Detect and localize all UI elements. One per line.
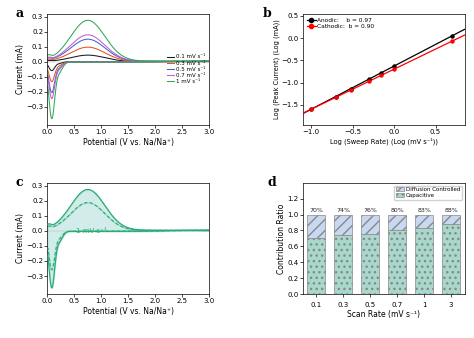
Point [377, 70, 385, 75]
0.3 mV s⁻¹ [49, 80, 55, 84]
Text: a: a [15, 7, 23, 20]
X-axis label: Potential (V vs. Na/Na⁺): Potential (V vs. Na/Na⁺) [83, 307, 174, 316]
1 mV s⁻¹ [119, 60, 125, 64]
Bar [361, 215, 379, 234]
0.5 mV s⁻¹ [74, 60, 80, 64]
0.3 mV s⁻¹ [49, 79, 55, 83]
0.5 mV s⁻¹ [119, 60, 125, 64]
Point [377, 73, 385, 78]
0.1 mV s⁻¹ [206, 59, 212, 64]
0.7 mV s⁻¹ [74, 60, 80, 64]
Point [448, 33, 456, 39]
Point [390, 63, 398, 69]
0.5 mV s⁻¹ [45, 73, 51, 77]
Bar [415, 215, 433, 228]
0.1 mV s⁻¹ [74, 60, 80, 64]
Line: 0.5 mV s⁻¹: 0.5 mV s⁻¹ [48, 61, 209, 93]
0.3 mV s⁻¹ [74, 60, 80, 64]
0.1 mV s⁻¹ [49, 69, 55, 73]
Text: b: b [263, 7, 271, 20]
0.5 mV s⁻¹ [129, 60, 135, 64]
Point [365, 76, 373, 82]
Line: 0.7 mV s⁻¹: 0.7 mV s⁻¹ [48, 61, 209, 99]
Point [332, 95, 340, 100]
Y-axis label: Contribution Ratio: Contribution Ratio [277, 203, 286, 273]
Bar [334, 235, 353, 294]
Legend: Anodic:    b = 0.97, Cathodic:  b = 0.90: Anodic: b = 0.97, Cathodic: b = 0.90 [306, 17, 376, 30]
Legend: Diffusion Controlled, Capacitive: Diffusion Controlled, Capacitive [394, 186, 462, 200]
Y-axis label: Current (mA): Current (mA) [16, 44, 25, 94]
0.1 mV s⁻¹ [129, 60, 135, 64]
0.3 mV s⁻¹ [206, 59, 212, 64]
0.7 mV s⁻¹ [119, 60, 125, 64]
1 mV s⁻¹ [49, 116, 55, 120]
1 mV s⁻¹ [129, 60, 135, 64]
Y-axis label: Log (Peak Current) (Log (mA)): Log (Peak Current) (Log (mA)) [273, 19, 280, 119]
Text: 80%: 80% [390, 208, 404, 213]
Point [347, 88, 355, 93]
0.7 mV s⁻¹ [206, 59, 212, 63]
1 mV s⁻¹ [130, 60, 136, 64]
Point [307, 106, 315, 112]
1 mV s⁻¹ [206, 59, 212, 63]
Bar [334, 215, 353, 235]
Point [332, 94, 340, 99]
0.1 mV s⁻¹ [130, 60, 136, 64]
Line: 1 mV s⁻¹: 1 mV s⁻¹ [48, 61, 209, 119]
0.5 mV s⁻¹ [206, 59, 212, 63]
Bar [388, 231, 406, 294]
X-axis label: Scan Rate (mV s⁻¹): Scan Rate (mV s⁻¹) [347, 311, 420, 319]
0.3 mV s⁻¹ [119, 60, 125, 64]
Bar [307, 215, 326, 238]
Text: 1 mV s⁻¹: 1 mV s⁻¹ [76, 228, 107, 234]
Point [347, 86, 355, 92]
X-axis label: Potential (V vs. Na/Na⁺): Potential (V vs. Na/Na⁺) [83, 138, 174, 147]
0.5 mV s⁻¹ [49, 91, 55, 95]
1 mV s⁻¹ [74, 60, 80, 64]
0.3 mV s⁻¹ [45, 68, 51, 72]
0.3 mV s⁻¹ [130, 60, 136, 64]
0.1 mV s⁻¹ [110, 60, 116, 64]
Text: d: d [267, 176, 276, 189]
Legend: 0.1 mV s⁻¹, 0.3 mV s⁻¹, 0.5 mV s⁻¹, 0.7 mV s⁻¹, 1 mV s⁻¹: 0.1 mV s⁻¹, 0.3 mV s⁻¹, 0.5 mV s⁻¹, 0.7 … [166, 53, 206, 85]
Text: 74%: 74% [336, 208, 350, 213]
0.1 mV s⁻¹ [49, 69, 55, 73]
Polygon shape [48, 202, 209, 270]
0.7 mV s⁻¹ [129, 60, 135, 64]
0.5 mV s⁻¹ [130, 60, 136, 64]
0.3 mV s⁻¹ [129, 60, 135, 64]
0.7 mV s⁻¹ [110, 60, 116, 64]
Bar [307, 238, 326, 294]
Text: 83%: 83% [417, 208, 431, 213]
Point [448, 39, 456, 44]
Bar [388, 215, 406, 231]
1 mV s⁻¹ [110, 60, 116, 64]
0.7 mV s⁻¹ [45, 76, 51, 80]
Y-axis label: Current (mA): Current (mA) [16, 213, 25, 263]
Point [390, 67, 398, 72]
Line: 0.1 mV s⁻¹: 0.1 mV s⁻¹ [48, 62, 209, 71]
Text: 76%: 76% [363, 208, 377, 213]
0.5 mV s⁻¹ [110, 60, 116, 64]
Text: 88%: 88% [444, 208, 458, 213]
0.7 mV s⁻¹ [49, 96, 55, 100]
Bar [361, 234, 379, 294]
Text: c: c [15, 176, 23, 189]
0.1 mV s⁻¹ [119, 60, 125, 64]
Bar [442, 215, 460, 224]
0.1 mV s⁻¹ [45, 64, 51, 68]
0.7 mV s⁻¹ [49, 97, 55, 101]
Point [307, 106, 315, 112]
X-axis label: Log (Sweep Rate) (Log (mV s⁻¹)): Log (Sweep Rate) (Log (mV s⁻¹)) [330, 138, 438, 145]
0.5 mV s⁻¹ [49, 91, 55, 95]
1 mV s⁻¹ [49, 117, 55, 121]
Bar [442, 224, 460, 294]
1 mV s⁻¹ [45, 85, 51, 89]
Point [365, 78, 373, 84]
Text: 70%: 70% [310, 208, 323, 213]
Bar [415, 228, 433, 294]
Line: 0.3 mV s⁻¹: 0.3 mV s⁻¹ [48, 62, 209, 82]
0.7 mV s⁻¹ [130, 60, 136, 64]
0.3 mV s⁻¹ [110, 60, 116, 64]
